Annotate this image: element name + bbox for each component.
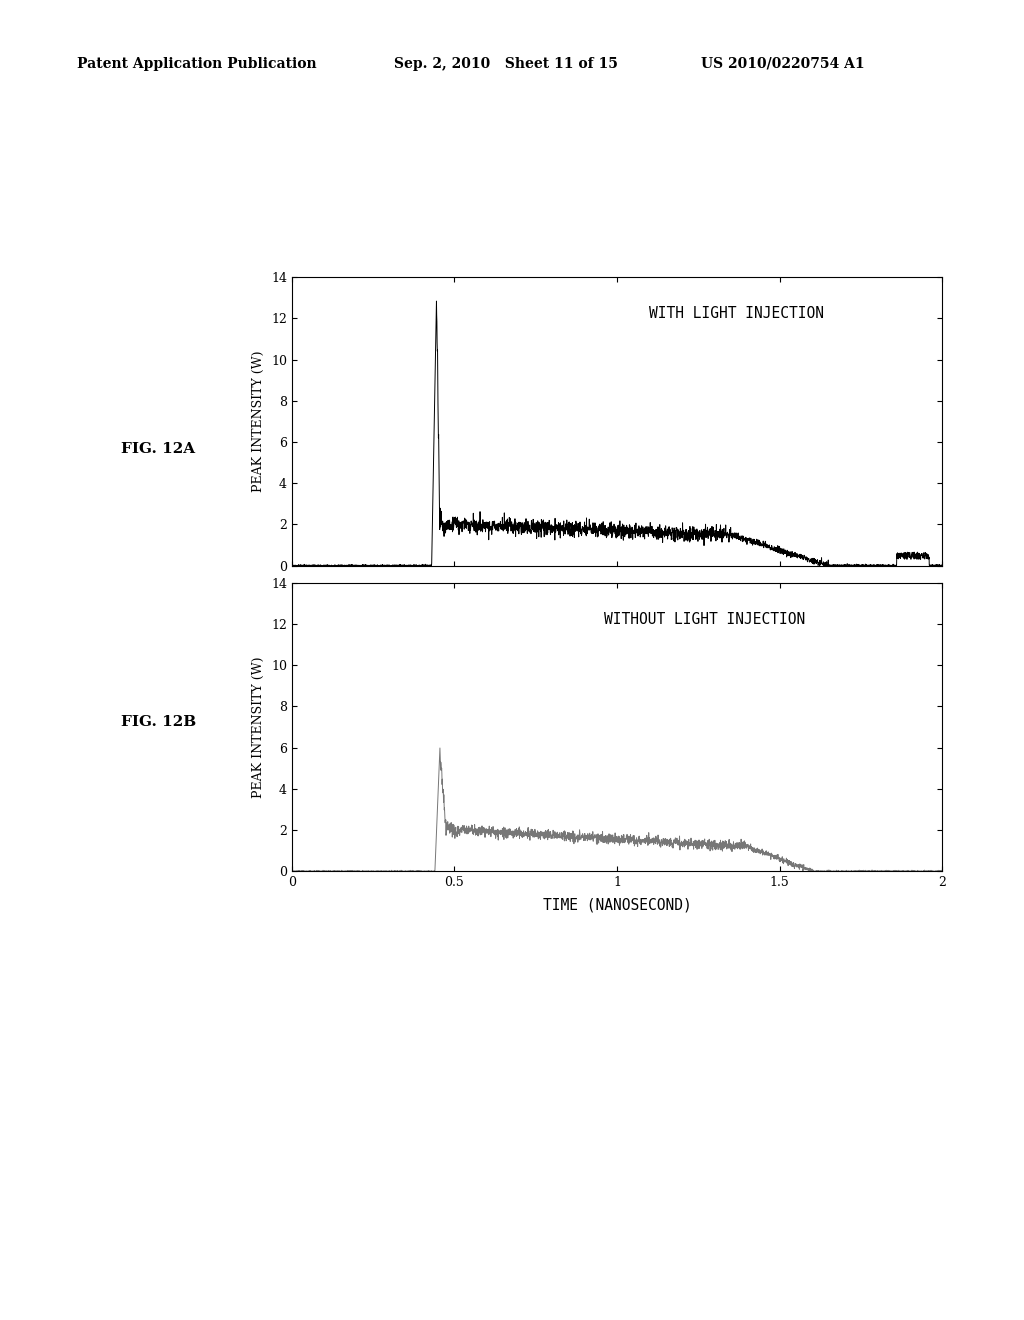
Y-axis label: PEAK INTENSITY (W): PEAK INTENSITY (W) [253,656,265,797]
Text: FIG. 12B: FIG. 12B [121,715,196,729]
Text: WITHOUT LIGHT INJECTION: WITHOUT LIGHT INJECTION [604,611,805,627]
Text: Sep. 2, 2010   Sheet 11 of 15: Sep. 2, 2010 Sheet 11 of 15 [394,57,618,71]
X-axis label: TIME (NANOSECOND): TIME (NANOSECOND) [543,898,691,912]
Text: Patent Application Publication: Patent Application Publication [77,57,316,71]
Text: WITH LIGHT INJECTION: WITH LIGHT INJECTION [649,306,824,321]
Text: FIG. 12A: FIG. 12A [121,442,195,455]
Y-axis label: PEAK INTENSITY (W): PEAK INTENSITY (W) [253,351,265,492]
Text: US 2010/0220754 A1: US 2010/0220754 A1 [701,57,865,71]
